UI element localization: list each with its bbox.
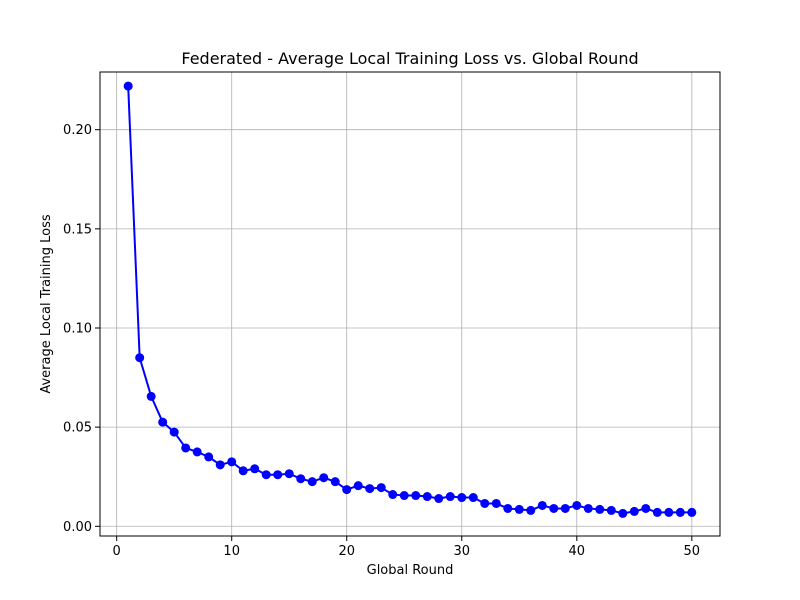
- plot-area: [100, 72, 720, 536]
- data-point: [284, 469, 294, 479]
- data-point: [641, 503, 651, 513]
- data-point: [549, 503, 559, 513]
- data-point: [192, 447, 202, 457]
- data-point: [319, 473, 329, 483]
- axis-ticks: 0 10 20 30 40 50 0.00 0.05 0.10 0.15 0.20: [63, 123, 700, 559]
- x-tick-label: 0: [113, 544, 121, 559]
- y-tick-label: 0.05: [63, 421, 92, 436]
- data-point: [445, 492, 455, 502]
- data-point: [146, 391, 156, 401]
- data-point: [629, 506, 639, 516]
- data-point: [365, 484, 375, 494]
- x-tick-label: 40: [569, 544, 586, 559]
- x-axis-label: Global Round: [367, 563, 454, 578]
- data-point: [503, 503, 513, 513]
- data-point: [606, 505, 616, 515]
- data-point: [227, 457, 237, 467]
- data-point: [388, 490, 398, 500]
- data-point: [422, 492, 432, 502]
- data-point: [123, 81, 133, 91]
- data-point: [399, 491, 409, 501]
- x-tick-label: 10: [223, 544, 240, 559]
- data-point: [342, 485, 352, 495]
- data-point: [296, 474, 306, 484]
- x-tick-label: 50: [684, 544, 701, 559]
- data-point: [583, 503, 593, 513]
- x-tick-label: 20: [338, 544, 355, 559]
- data-point: [526, 505, 536, 515]
- data-point: [652, 507, 662, 517]
- data-point: [307, 477, 317, 487]
- data-point: [250, 464, 260, 474]
- data-point: [514, 504, 524, 514]
- data-point: [353, 481, 363, 491]
- data-point: [434, 494, 444, 504]
- data-point: [618, 508, 628, 518]
- data-point: [468, 493, 478, 503]
- chart-title: Federated - Average Local Training Loss …: [181, 49, 638, 68]
- data-point: [537, 500, 547, 510]
- data-point: [330, 477, 340, 487]
- data-point: [411, 491, 421, 501]
- data-point: [376, 483, 386, 493]
- data-point: [480, 498, 490, 508]
- data-point: [595, 504, 605, 514]
- y-tick-label: 0.10: [63, 321, 92, 336]
- data-point: [675, 507, 685, 517]
- data-point: [135, 353, 145, 363]
- data-point: [238, 466, 248, 476]
- y-tick-label: 0.20: [63, 123, 92, 138]
- data-point: [261, 470, 271, 480]
- data-point: [181, 443, 191, 453]
- data-point: [491, 498, 501, 508]
- y-tick-label: 0.00: [63, 520, 92, 535]
- data-point: [169, 427, 179, 437]
- data-point: [273, 470, 283, 480]
- data-point: [457, 493, 467, 503]
- series-layer: [123, 81, 697, 518]
- data-point: [204, 452, 214, 462]
- grid-lines: [100, 72, 720, 536]
- data-point: [215, 460, 225, 470]
- data-point: [664, 507, 674, 517]
- data-point: [560, 503, 570, 513]
- data-point: [572, 500, 582, 510]
- data-point: [158, 417, 168, 427]
- data-point: [687, 507, 697, 517]
- x-tick-label: 30: [453, 544, 470, 559]
- plot-frame: [99, 71, 721, 537]
- y-axis-label: Average Local Training Loss: [39, 214, 54, 394]
- y-tick-label: 0.15: [63, 222, 92, 237]
